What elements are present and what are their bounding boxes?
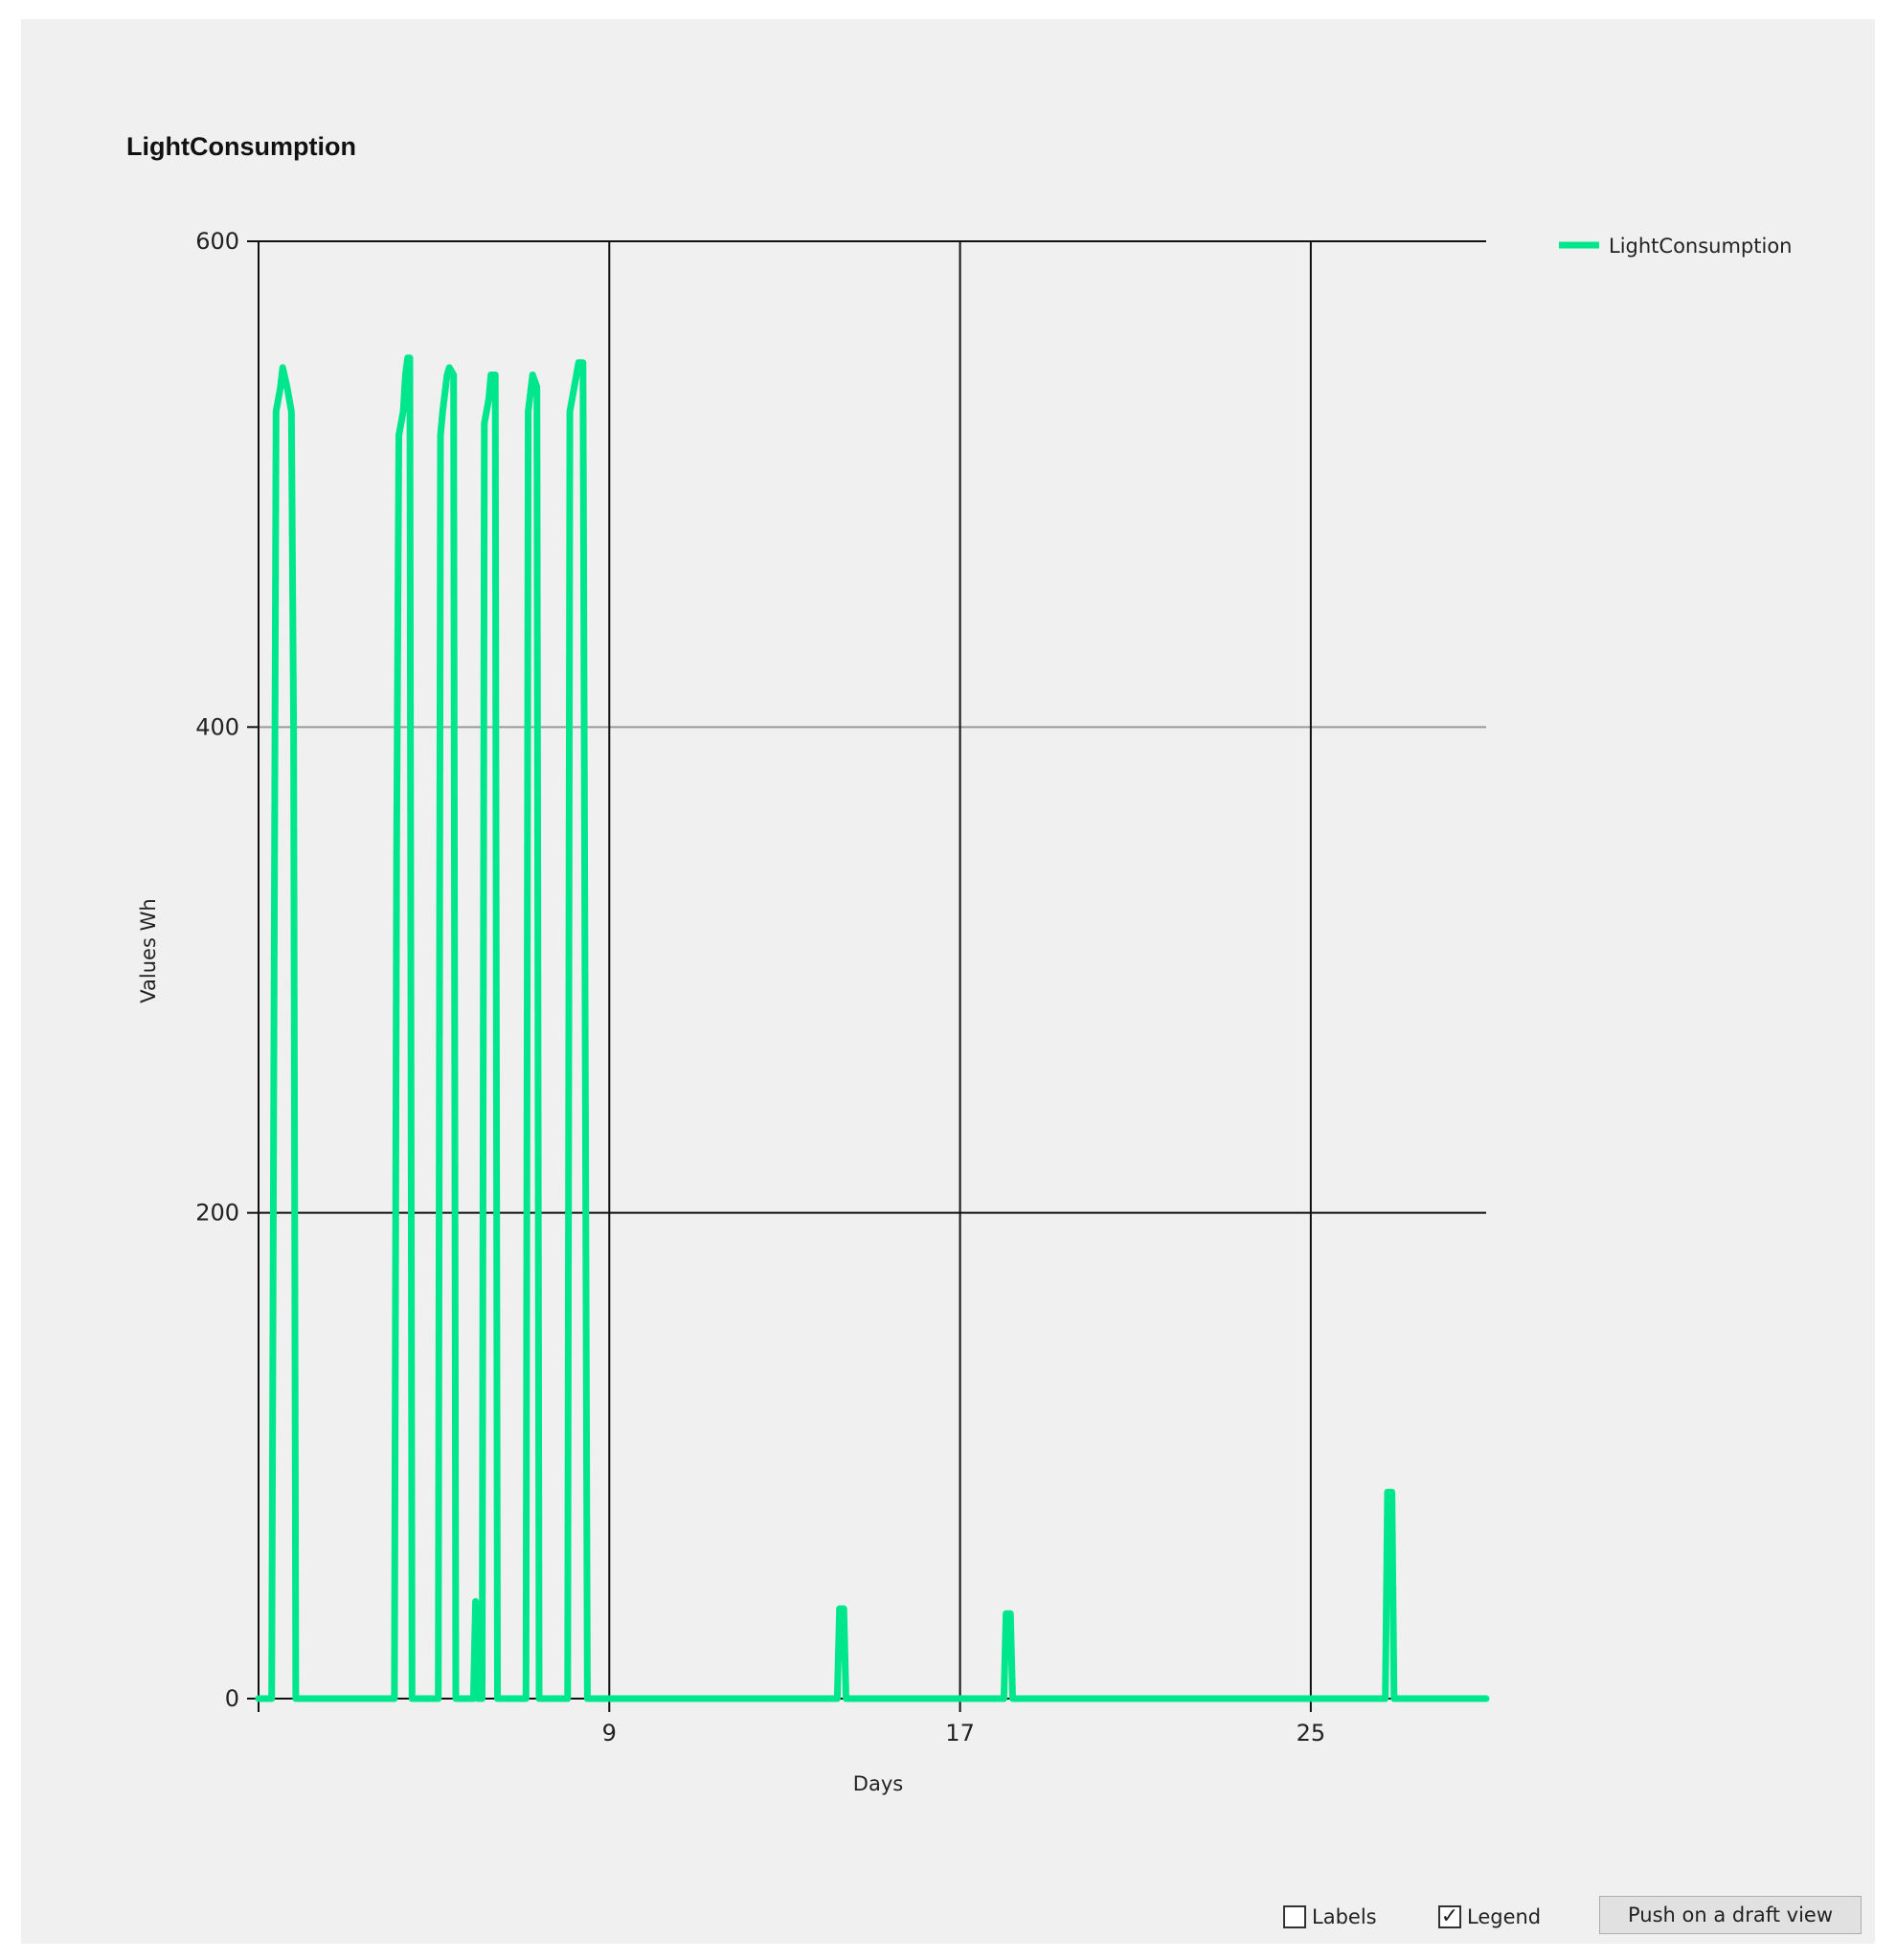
y-tick-label: 400 bbox=[195, 713, 239, 740]
x-tick-label: 9 bbox=[602, 1720, 617, 1746]
labels-checkbox[interactable]: Labels bbox=[1283, 1900, 1377, 1934]
legend-checkbox-label: Legend bbox=[1467, 1905, 1542, 1928]
push-draft-view-button[interactable]: Push on a draft view bbox=[1599, 1896, 1862, 1934]
x-tick-label: 17 bbox=[945, 1720, 975, 1746]
x-tick-label: 25 bbox=[1297, 1720, 1326, 1746]
legend-checkbox[interactable]: ✓ Legend bbox=[1438, 1900, 1541, 1934]
line-chart: 0 200 400 600 9 17 25 Days Values Wh LightConsum… bbox=[137, 228, 1793, 1795]
y-tick-label: 600 bbox=[195, 228, 239, 255]
chart-window: LightConsumption 0 200 400 600 9 17 25 Days Valu… bbox=[21, 19, 1875, 1944]
legend-label: LightConsumption bbox=[1609, 235, 1793, 258]
chart-title: LightConsumption bbox=[126, 132, 356, 161]
y-tick-label: 0 bbox=[225, 1685, 239, 1712]
labels-checkbox-label: Labels bbox=[1312, 1905, 1377, 1928]
labels-checkbox-box[interactable] bbox=[1283, 1905, 1306, 1928]
legend-checkbox-box[interactable]: ✓ bbox=[1438, 1905, 1461, 1928]
x-axis-label: Days bbox=[853, 1772, 903, 1795]
y-tick-label: 200 bbox=[195, 1200, 239, 1227]
y-axis-label: Values Wh bbox=[137, 898, 160, 1003]
series-line bbox=[255, 354, 1490, 1702]
